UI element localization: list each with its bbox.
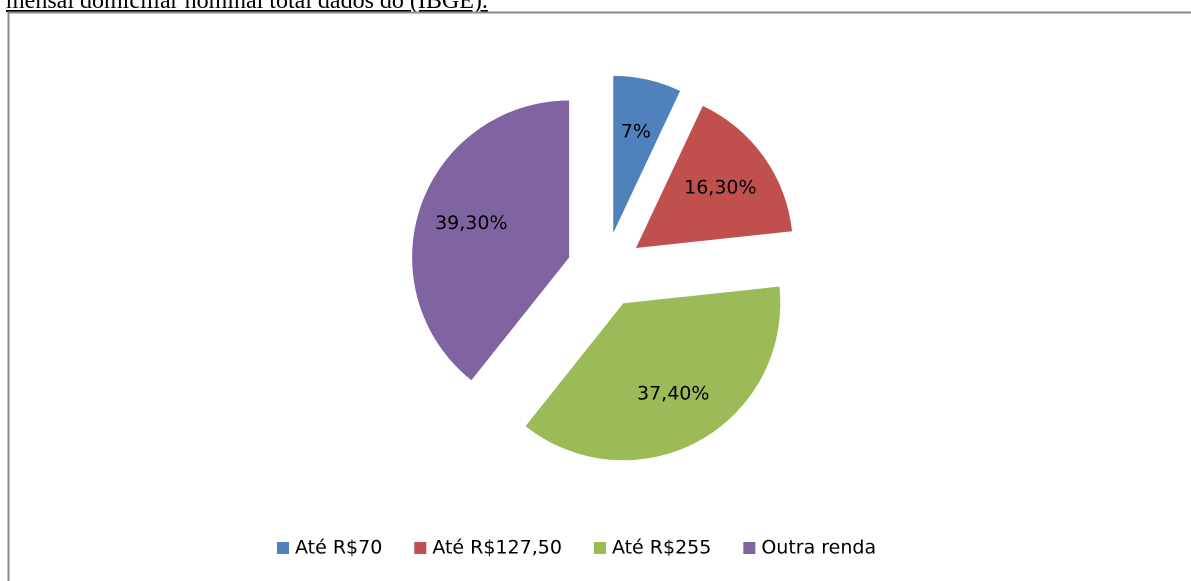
pie-slice bbox=[412, 100, 570, 381]
legend-label: Até R$70 bbox=[295, 537, 382, 559]
data-label: 37,40% bbox=[637, 383, 709, 405]
pie-slice bbox=[613, 75, 681, 233]
legend-swatch bbox=[743, 542, 756, 554]
pie-slice bbox=[635, 105, 793, 248]
legend-label: Outra renda bbox=[761, 537, 876, 559]
data-label: 16,30% bbox=[684, 176, 756, 198]
chart-frame bbox=[7, 11, 1191, 581]
legend-swatch bbox=[593, 542, 606, 554]
legend-label: Até R$127,50 bbox=[432, 537, 562, 559]
legend-label: Até R$255 bbox=[612, 537, 711, 559]
legend-swatch bbox=[414, 542, 427, 554]
pie-slice bbox=[525, 286, 781, 461]
legend-swatch bbox=[277, 542, 289, 554]
data-label: 39,30% bbox=[435, 212, 507, 234]
caption: mensal domiciliar nominal total dados do… bbox=[6, 0, 488, 14]
data-label: 7% bbox=[621, 120, 651, 142]
